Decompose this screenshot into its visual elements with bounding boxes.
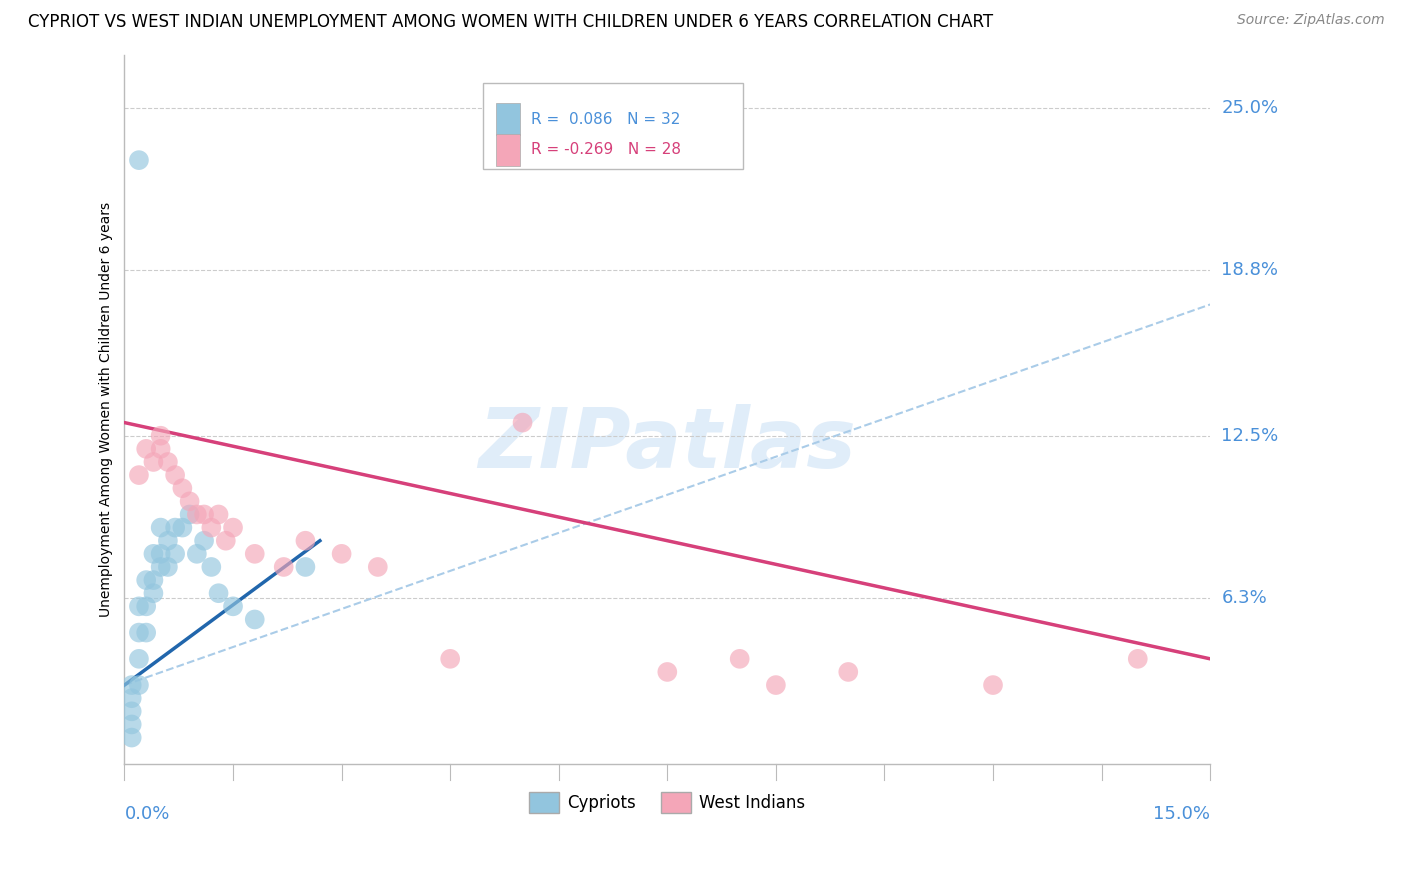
Point xyxy=(121,678,143,692)
Point xyxy=(512,416,534,430)
Point xyxy=(149,442,172,456)
Point xyxy=(1126,652,1149,666)
Point xyxy=(837,665,859,679)
Point xyxy=(128,468,150,483)
Point xyxy=(200,520,222,534)
Text: CYPRIOT VS WEST INDIAN UNEMPLOYMENT AMONG WOMEN WITH CHILDREN UNDER 6 YEARS CORR: CYPRIOT VS WEST INDIAN UNEMPLOYMENT AMON… xyxy=(28,13,993,31)
Point xyxy=(135,599,157,614)
Text: 12.5%: 12.5% xyxy=(1222,426,1278,445)
Point xyxy=(172,481,194,495)
Point xyxy=(142,547,165,561)
Point xyxy=(128,153,150,168)
Point xyxy=(330,547,353,561)
Point xyxy=(165,547,187,561)
Point xyxy=(222,599,245,614)
Text: 6.3%: 6.3% xyxy=(1222,590,1267,607)
Point xyxy=(207,508,229,522)
Point xyxy=(135,442,157,456)
Point xyxy=(165,520,187,534)
Point xyxy=(172,520,194,534)
Point xyxy=(243,612,266,626)
Point xyxy=(193,508,215,522)
Point xyxy=(165,468,187,483)
Legend: Cypriots, West Indians: Cypriots, West Indians xyxy=(523,786,813,819)
Point xyxy=(135,625,157,640)
Y-axis label: Unemployment Among Women with Children Under 6 years: Unemployment Among Women with Children U… xyxy=(100,202,114,617)
Point xyxy=(728,652,751,666)
Point xyxy=(294,560,316,574)
Point xyxy=(121,717,143,731)
Point xyxy=(439,652,461,666)
Point xyxy=(121,731,143,745)
FancyBboxPatch shape xyxy=(496,103,520,136)
FancyBboxPatch shape xyxy=(496,134,520,166)
Text: ZIPatlas: ZIPatlas xyxy=(478,404,856,485)
Point xyxy=(294,533,316,548)
Point xyxy=(149,560,172,574)
Point xyxy=(149,520,172,534)
Point xyxy=(981,678,1004,692)
Point xyxy=(149,428,172,442)
Point xyxy=(207,586,229,600)
Point xyxy=(128,625,150,640)
Point xyxy=(215,533,238,548)
Point xyxy=(243,547,266,561)
Point xyxy=(367,560,389,574)
Point xyxy=(186,547,208,561)
Text: R =  0.086   N = 32: R = 0.086 N = 32 xyxy=(530,112,681,127)
Point xyxy=(156,560,179,574)
Point xyxy=(273,560,295,574)
Point xyxy=(657,665,679,679)
Point xyxy=(135,573,157,587)
Text: 18.8%: 18.8% xyxy=(1222,261,1278,279)
Text: Source: ZipAtlas.com: Source: ZipAtlas.com xyxy=(1237,13,1385,28)
Point xyxy=(186,508,208,522)
Point xyxy=(121,704,143,718)
Point xyxy=(179,508,201,522)
Point xyxy=(200,560,222,574)
Point xyxy=(142,455,165,469)
Point xyxy=(128,599,150,614)
Point xyxy=(222,520,245,534)
Point xyxy=(149,547,172,561)
Point xyxy=(142,586,165,600)
Point xyxy=(142,573,165,587)
Point xyxy=(128,652,150,666)
Text: 25.0%: 25.0% xyxy=(1222,99,1278,117)
Point xyxy=(156,533,179,548)
Point xyxy=(765,678,787,692)
Point xyxy=(121,691,143,706)
FancyBboxPatch shape xyxy=(482,84,744,169)
Point xyxy=(179,494,201,508)
Point xyxy=(193,533,215,548)
Text: 15.0%: 15.0% xyxy=(1153,805,1211,823)
Text: R = -0.269   N = 28: R = -0.269 N = 28 xyxy=(530,143,681,157)
Point xyxy=(128,678,150,692)
Point xyxy=(156,455,179,469)
Text: 0.0%: 0.0% xyxy=(125,805,170,823)
